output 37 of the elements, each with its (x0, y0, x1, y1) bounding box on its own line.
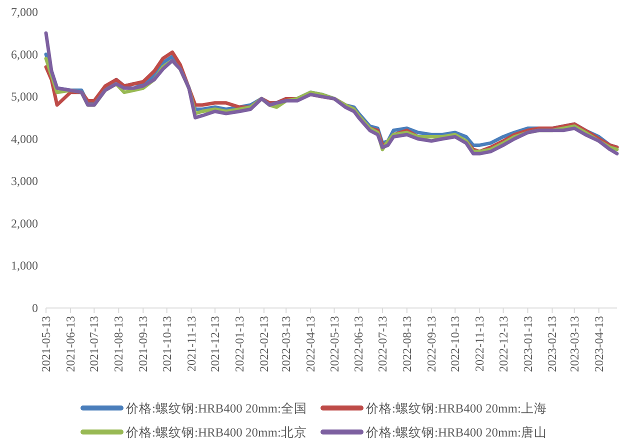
legend-label: 价格:螺纹钢:HRB400 20mm:北京 (125, 426, 307, 440)
x-tick-label: 2022-05-13 (327, 316, 342, 372)
y-tick-label: 1,000 (11, 258, 38, 273)
x-tick-label: 2021-09-13 (136, 316, 150, 372)
legend-label: 价格:螺纹钢:HRB400 20mm:上海 (365, 402, 547, 416)
x-tick-label: 2021-11-13 (184, 316, 198, 372)
y-tick-label: 0 (32, 301, 38, 315)
x-tick-label: 2022-08-13 (400, 316, 414, 372)
x-tick-label: 2022-09-13 (424, 316, 438, 372)
legend-label: 价格:螺纹钢:HRB400 20mm:全国 (125, 402, 307, 416)
x-tick-label: 2023-04-13 (592, 316, 606, 372)
x-tick-label: 2022-10-13 (448, 316, 462, 372)
line-series (44, 31, 619, 156)
x-tick-label: 2021-05-13 (39, 316, 53, 372)
x-tick-label: 2022-01-13 (232, 316, 246, 372)
y-tick-label: 5,000 (11, 90, 38, 104)
y-tick-label: 4,000 (11, 132, 38, 146)
x-tick-label: 2021-07-13 (87, 316, 102, 372)
x-tick-label: 2022-07-13 (375, 316, 390, 372)
x-tick-label: 2022-12-13 (496, 316, 510, 372)
y-tick-label: 6,000 (11, 47, 38, 62)
x-tick-label: 2022-06-13 (352, 316, 366, 372)
legend-label: 价格:螺纹钢:HRB400 20mm:唐山 (365, 426, 547, 440)
x-tick-label: 2023-02-13 (545, 316, 560, 372)
x-tick-label: 2022-11-13 (472, 316, 487, 372)
x-tick-label: 2022-03-13 (279, 316, 294, 372)
x-tick-label: 2021-12-13 (208, 316, 222, 372)
y-tick-label: 2,000 (11, 216, 38, 230)
x-tick-label: 2023-03-13 (567, 316, 582, 372)
x-tick-label: 2021-08-13 (112, 316, 126, 372)
x-tick-label: 2022-02-13 (256, 316, 271, 372)
x-tick-label: 2021-10-13 (160, 316, 174, 372)
x-tick-label: 2021-06-13 (63, 316, 78, 372)
x-tick-label: 2022-04-13 (304, 316, 318, 372)
y-tick-label: 7,000 (11, 5, 38, 19)
x-tick-label: 2023-01-13 (520, 316, 535, 372)
y-tick-label: 3,000 (11, 174, 38, 188)
